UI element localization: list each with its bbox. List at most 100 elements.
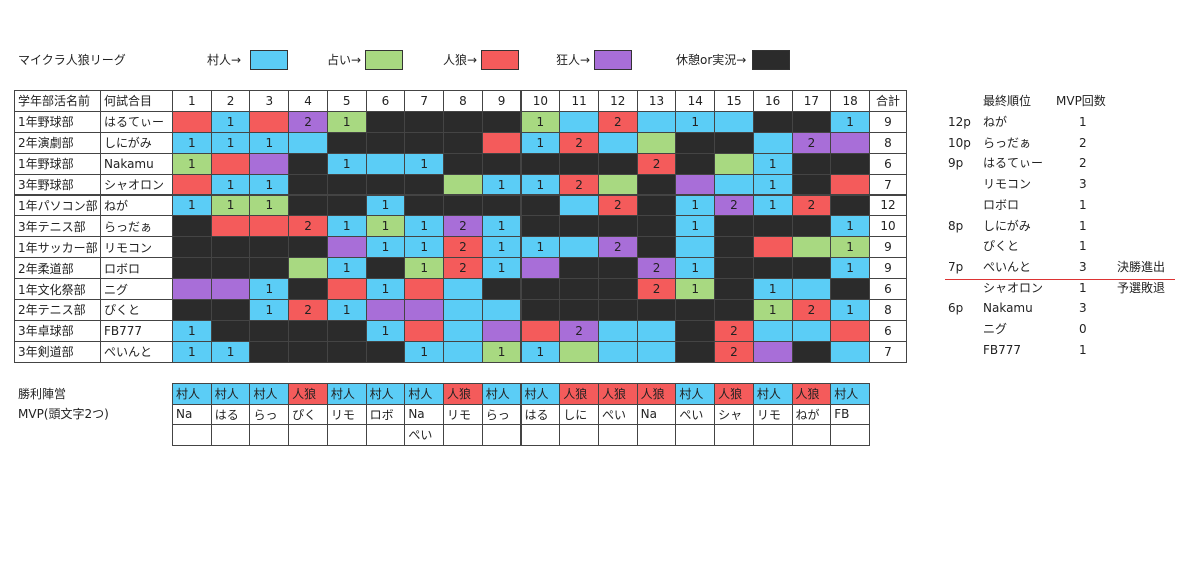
mvp-initials-extra [752,424,793,446]
mvp-initials: はる [210,403,251,425]
mvp-initials-extra: ぺい [404,424,445,446]
role-cell: 1 [172,131,212,154]
role-cell: 1 [326,152,367,175]
role-cell [172,236,212,259]
role-cell [172,215,212,238]
role-cell: 1 [752,194,793,217]
mvp-initials: ねが [791,403,832,425]
role-cell: 1 [249,194,290,217]
role-cell [288,152,328,175]
total: 6 [869,278,907,300]
role-cell [443,131,483,154]
row-label: MVP(頭文字2つ) [18,407,109,421]
cutoff-line [945,279,1175,280]
mvp-count: 2 [1079,135,1087,150]
role-cell: 1 [326,215,367,238]
role-cell [675,152,716,175]
role-cell [597,152,638,175]
mvp-initials: ぺい [597,403,638,425]
role-cell: 1 [752,299,793,321]
role-cell [404,319,445,342]
role-cell [365,257,406,280]
role-cell: 1 [830,215,870,238]
role-cell [481,131,522,154]
player-name: しにがみ [100,131,173,154]
role-cell [481,299,522,321]
team: 3年テニス部 [14,215,101,238]
role-cell: 1 [675,215,716,238]
mvp-initials-extra [249,424,290,446]
role-cell: 2 [443,236,483,259]
mvp-count: 1 [1079,115,1087,129]
role-cell [172,110,212,133]
role-cell [636,340,677,363]
rank-name: Nakamu [983,301,1033,316]
game-number: 17 [791,90,832,112]
role-cell: 1 [210,110,251,133]
mvp-initials-extra [443,424,483,446]
role-cell [675,173,716,196]
role-cell [636,110,677,133]
game-number: 7 [404,90,445,112]
mvp-initials-extra [326,424,367,446]
mvp-initials-extra [675,424,716,446]
role-cell [752,131,793,154]
role-cell [365,152,406,175]
winner: 村人 [210,383,251,405]
mvp-count: 3 [1079,177,1087,192]
winner: 村人 [481,383,522,405]
role-cell [597,319,638,342]
role-cell [288,194,328,217]
mvp-initials-extra [597,424,638,446]
role-cell [365,131,406,154]
role-cell [481,194,522,217]
role-cell [210,152,251,175]
role-cell [520,278,561,300]
role-cell [210,257,251,280]
team: 2年テニス部 [14,299,101,321]
role-cell: 1 [830,236,870,259]
role-cell [520,194,561,217]
mvp-initials: らっ [249,403,290,425]
role-cell: 1 [752,152,793,175]
rank-name: シャオロン [983,280,1044,295]
legend-swatch [481,50,519,70]
role-cell [326,194,367,217]
role-cell: 1 [830,299,870,321]
mvp-initials: シャ [714,403,754,425]
role-cell [830,173,870,196]
rank: 8p [948,218,964,233]
mvp-initials-extra [520,424,561,446]
role-cell [443,319,483,342]
winner: 村人 [520,383,561,405]
mvp-initials-extra [288,424,328,446]
role-cell [249,340,290,363]
role-cell: 2 [636,278,677,300]
role-cell [443,152,483,175]
role-cell [481,110,522,133]
mvp-initials-extra [830,424,870,446]
mvp-initials: リモ [752,403,793,425]
role-cell [559,299,599,321]
mvp-initials: らっ [481,403,522,425]
role-cell: 1 [404,215,445,238]
winner: 村人 [752,383,793,405]
legend-label: 狂人→ [556,53,591,67]
role-cell [443,110,483,133]
game-number: 11 [559,90,599,112]
role-cell: 1 [172,340,212,363]
team: 3年野球部 [14,173,101,196]
role-cell: 1 [481,236,522,259]
role-cell [520,152,561,175]
mvp-initials-extra [791,424,832,446]
role-cell [830,278,870,300]
rank-name: リモコン [983,177,1032,192]
role-cell: 1 [249,131,290,154]
role-cell [172,278,212,300]
role-cell [675,319,716,342]
role-cell [636,319,677,342]
role-cell [288,257,328,280]
role-cell: 1 [675,194,716,217]
legend-swatch [365,50,403,70]
winner: 人狼 [597,383,638,405]
